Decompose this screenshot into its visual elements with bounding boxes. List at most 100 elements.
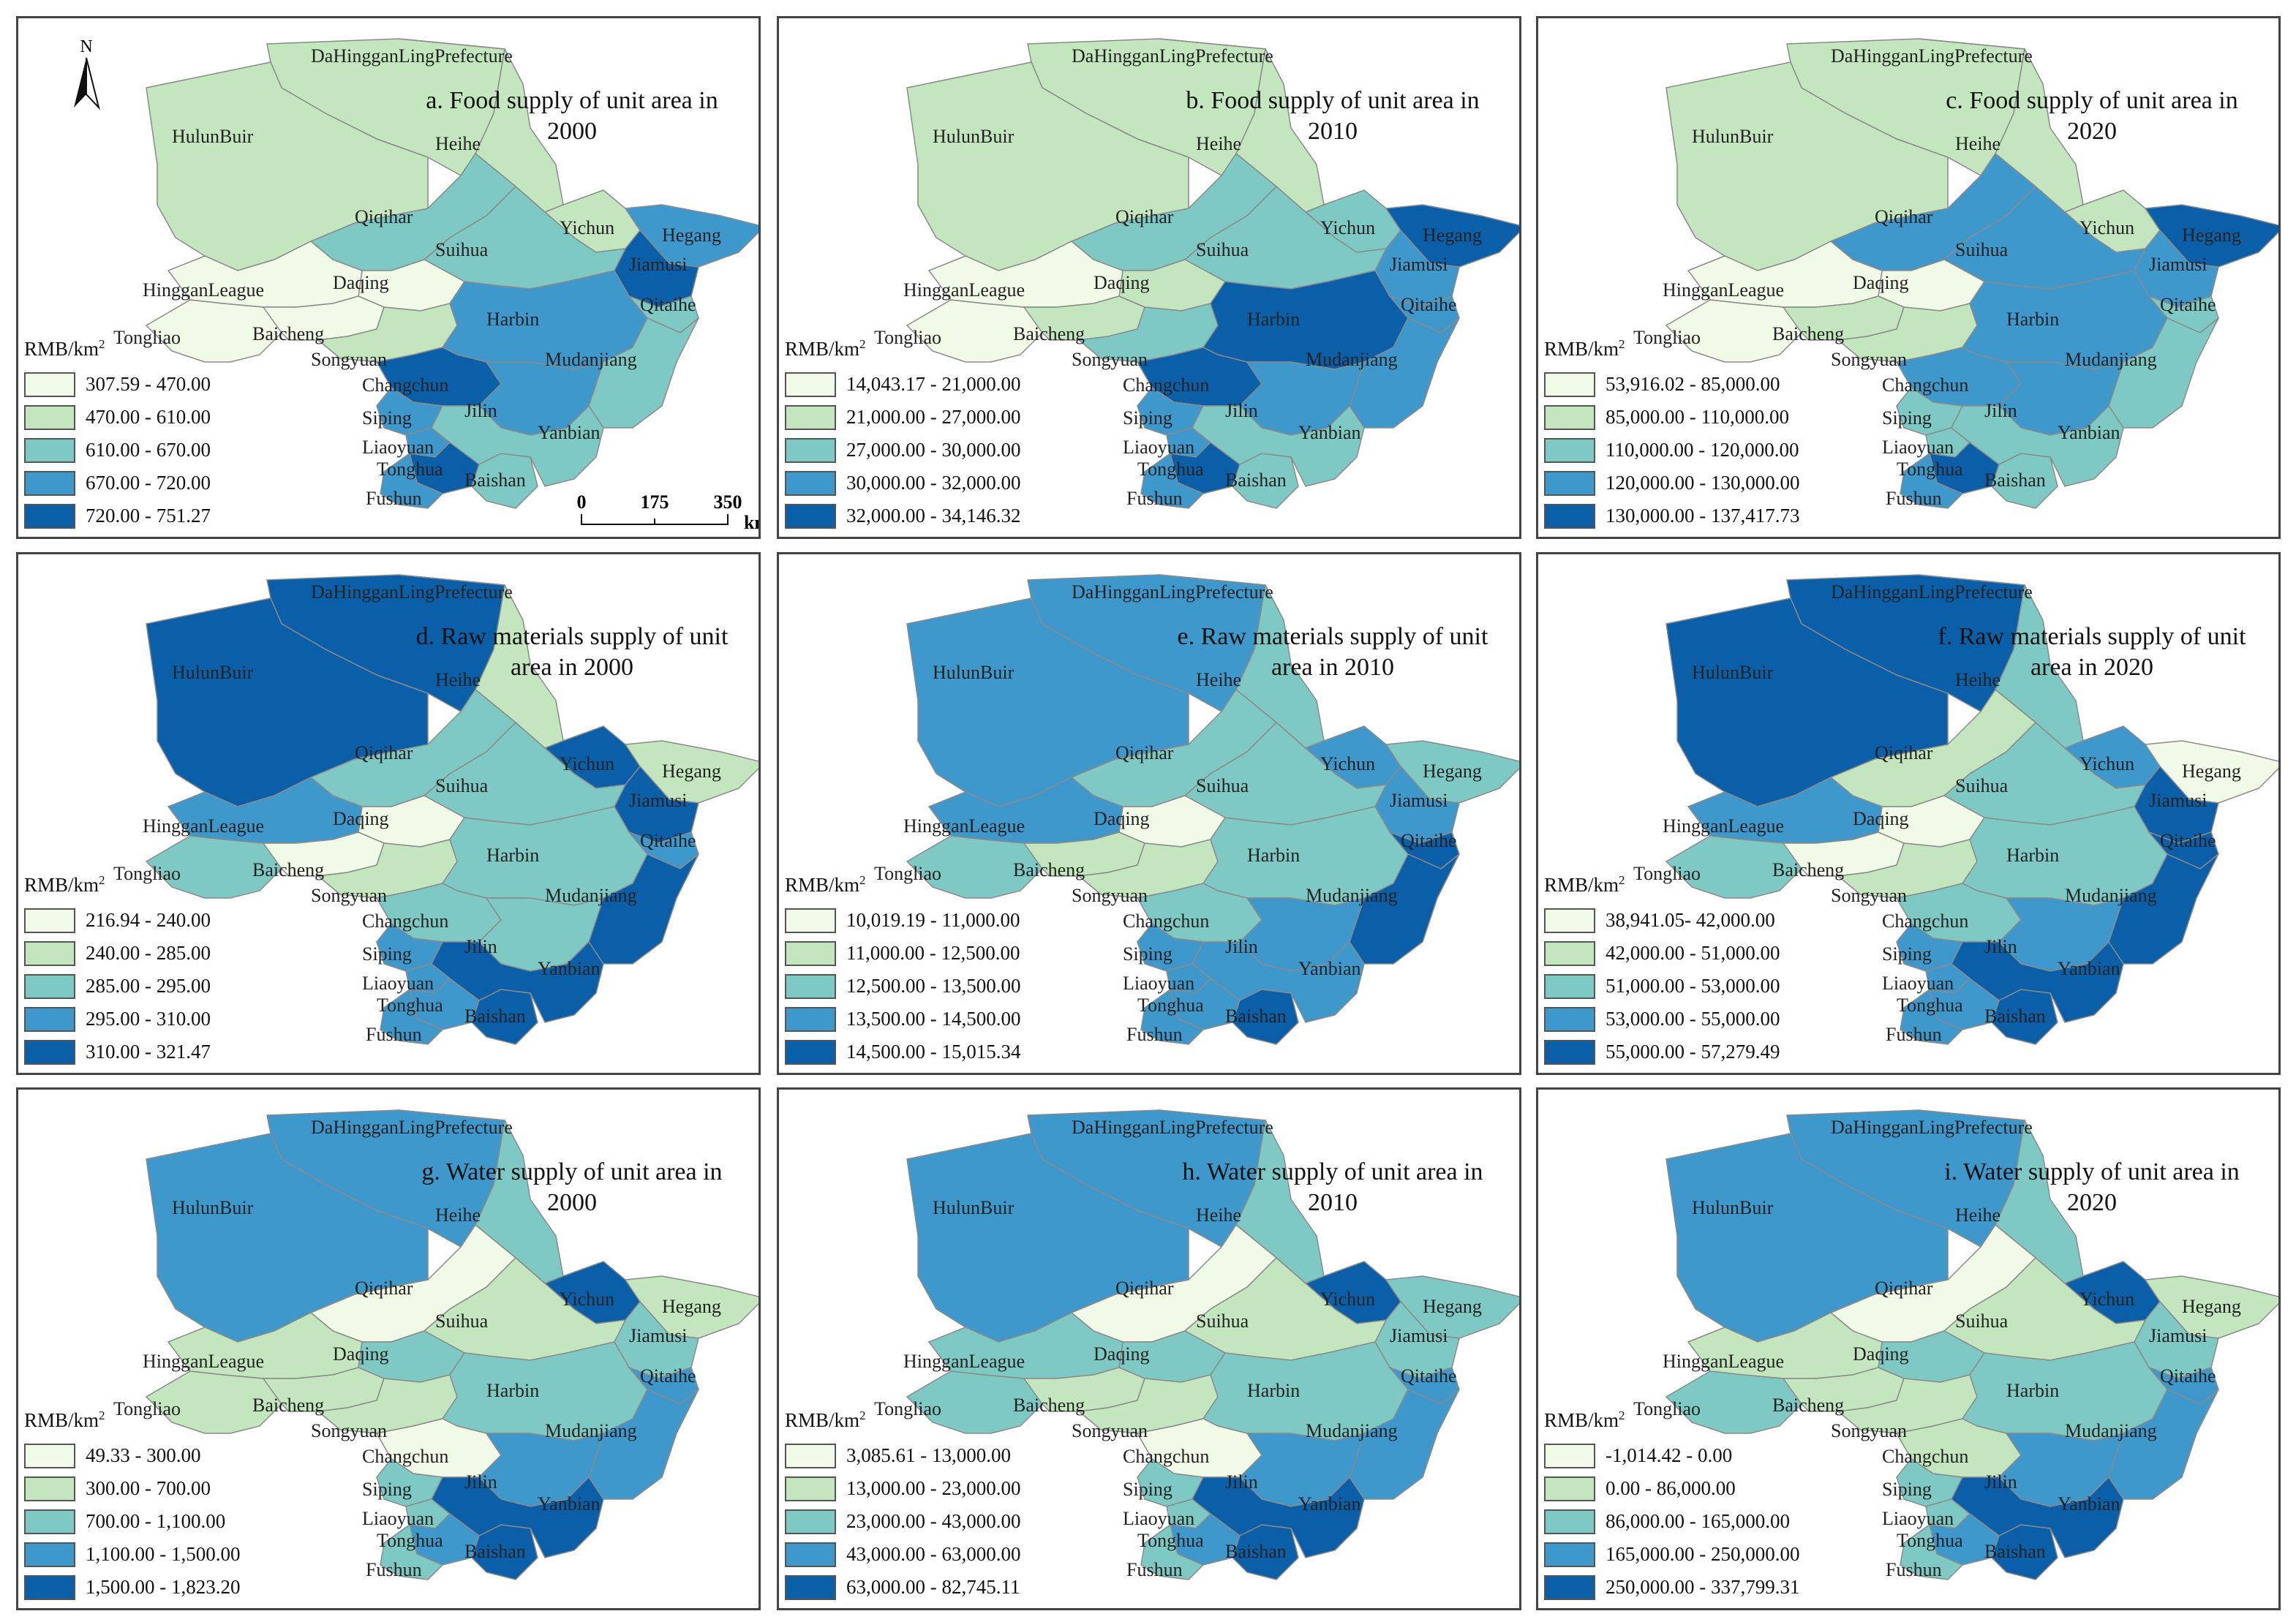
legend-item: 14,043.17 - 21,000.00	[785, 368, 1021, 401]
legend-label: 295.00 - 310.00	[86, 1008, 211, 1030]
region-label-liaoyuan: Liaoyuan	[1123, 1508, 1194, 1529]
region-yanbian	[1951, 404, 2124, 487]
region-label-daqing: Daqing	[1094, 808, 1150, 829]
legend-label: 32,000.00 - 34,146.32	[846, 505, 1021, 527]
region-label-daqing: Daqing	[1094, 272, 1150, 293]
region-fushun	[1140, 1523, 1205, 1580]
legend-item: 42,000.00 - 51,000.00	[1544, 937, 1780, 970]
panel-title: b. Food supply of unit area in 2010	[1186, 87, 1480, 145]
region-label-harbin: Harbin	[1247, 845, 1300, 866]
region-label-yanbian: Yanbian	[1298, 958, 1360, 979]
region-label-mudanjiang: Mudanjiang	[1306, 349, 1398, 370]
north-label: N	[80, 37, 92, 56]
region-label-baishan: Baishan	[1984, 1006, 2046, 1027]
region-label-jiamusi: Jiamusi	[629, 1325, 687, 1346]
north-arrow-icon: N	[74, 37, 100, 110]
legend-swatch	[785, 908, 836, 933]
region-label-hegang: Hegang	[2182, 761, 2241, 782]
legend-swatch	[24, 437, 75, 463]
region-label-qiqihar: Qiqihar	[355, 742, 413, 763]
region-label-yichun: Yichun	[560, 217, 614, 238]
legend-item: 51,000.00 - 53,000.00	[1544, 970, 1780, 1003]
legend-swatch	[24, 1006, 75, 1032]
legend-item: 110,000.00 - 120,000.00	[1544, 434, 1800, 467]
legend-label: 21,000.00 - 27,000.00	[846, 406, 1021, 428]
region-label-baicheng: Baicheng	[1772, 859, 1844, 880]
region-label-heihe: Heihe	[435, 669, 481, 690]
region-label-hinggan: HingganLeague	[903, 279, 1025, 301]
region-label-tongliao: Tongliao	[113, 863, 181, 884]
region-label-hulun: HulunBuir	[1692, 662, 1774, 683]
legend-swatch	[785, 1006, 836, 1032]
region-label-tonghua: Tonghua	[377, 459, 443, 480]
legend-swatch	[1544, 1443, 1595, 1468]
legend-item: 120,000.00 - 130,000.00	[1544, 467, 1800, 499]
region-label-baishan: Baishan	[1225, 1006, 1287, 1027]
legend-swatch	[1544, 1006, 1595, 1032]
region-label-tongliao: Tongliao	[1633, 327, 1701, 348]
legend-item: 21,000.00 - 27,000.00	[785, 401, 1021, 434]
legend-label: 85,000.00 - 110,000.00	[1606, 406, 1789, 428]
legend-item: 610.00 - 670.00	[24, 434, 211, 467]
region-label-suihua: Suihua	[435, 775, 489, 796]
legend-label: 55,000.00 - 57,279.49	[1606, 1041, 1780, 1063]
region-label-yanbian: Yanbian	[538, 958, 600, 979]
region-yanbian	[431, 940, 604, 1023]
legend-swatch	[24, 404, 75, 430]
legend-swatch	[1544, 437, 1595, 463]
legend-label: 120,000.00 - 130,000.00	[1606, 472, 1800, 494]
region-label-songyuan: Songyuan	[311, 885, 387, 906]
legend-swatch	[24, 1476, 75, 1501]
legend-label: 1,100.00 - 1,500.00	[86, 1543, 241, 1565]
region-label-songyuan: Songyuan	[1831, 349, 1907, 370]
region-label-qiqihar: Qiqihar	[1115, 742, 1174, 763]
region-label-baishan: Baishan	[464, 1541, 526, 1562]
region-label-fushun: Fushun	[1886, 1559, 1942, 1580]
legend-swatch	[785, 437, 836, 463]
legend-label: 13,500.00 - 14,500.00	[846, 1008, 1021, 1030]
legend-swatch	[785, 503, 836, 529]
legend-label: 63,000.00 - 82,745.11	[846, 1576, 1020, 1598]
legend-item: 23,000.00 - 43,000.00	[785, 1505, 1021, 1538]
legend-label: 11,000.00 - 12,500.00	[846, 942, 1020, 964]
region-label-tonghua: Tonghua	[1137, 1530, 1204, 1551]
legend-swatch	[24, 908, 75, 933]
region-label-yichun: Yichun	[1320, 217, 1375, 238]
region-label-tonghua: Tonghua	[1897, 459, 1963, 480]
panel-title: e. Raw materials supply of unit area in …	[1177, 623, 1488, 681]
map-panel: DaHingganLingPrefecture HulunBuir Heihe Qiq…	[777, 552, 1521, 1075]
legend-item: 30,000.00 - 32,000.00	[785, 467, 1021, 499]
region-label-yichun: Yichun	[560, 753, 614, 774]
region-label-jilin: Jilin	[1984, 1471, 2017, 1493]
region-label-jilin: Jilin	[1984, 400, 2017, 421]
legend: 307.59 - 470.00 470.00 - 610.00 610.00 - 6…	[24, 368, 211, 532]
region-label-baicheng: Baicheng	[1013, 859, 1085, 880]
choropleth-map: DaHingganLingPrefecture HulunBuir Heihe Qiq…	[1633, 574, 2278, 1045]
region-label-siping: Siping	[362, 943, 412, 965]
region-label-mudanjiang: Mudanjiang	[545, 349, 637, 370]
region-label-jiamusi: Jiamusi	[1390, 254, 1448, 275]
region-label-tonghua: Tonghua	[377, 995, 443, 1016]
region-label-mudanjiang: Mudanjiang	[545, 1420, 637, 1441]
region-label-baishan: Baishan	[464, 1006, 526, 1027]
legend-label: 14,500.00 - 15,015.34	[846, 1041, 1021, 1063]
panel-title: a. Food supply of unit area in 2000	[426, 87, 718, 145]
region-yanbian	[1951, 1476, 2124, 1558]
region-label-qiqihar: Qiqihar	[1875, 1278, 1933, 1299]
region-label-qiqihar: Qiqihar	[355, 206, 413, 227]
region-label-siping: Siping	[1882, 407, 1932, 429]
region-label-heihe: Heihe	[435, 1204, 481, 1226]
legend-swatch	[1544, 470, 1595, 496]
region-label-siping: Siping	[362, 407, 412, 429]
region-label-changchun: Changchun	[1123, 1446, 1209, 1467]
region-label-daqing: Daqing	[1094, 1343, 1150, 1365]
region-mudanjiang	[588, 1389, 699, 1500]
region-label-harbin: Harbin	[1247, 309, 1300, 330]
region-fushun	[380, 1523, 444, 1580]
region-yanbian	[1951, 940, 2124, 1023]
legend: 53,916.02 - 85,000.00 85,000.00 - 110,000…	[1544, 368, 1800, 532]
legend-item: 300.00 - 700.00	[24, 1472, 241, 1505]
region-label-baicheng: Baicheng	[252, 1395, 324, 1416]
scale-label: km	[744, 512, 761, 533]
legend-swatch	[785, 1476, 836, 1501]
